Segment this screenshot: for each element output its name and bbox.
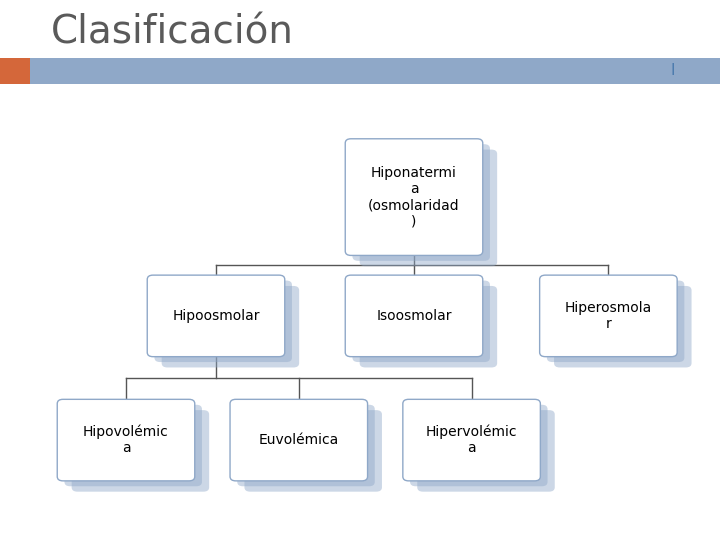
FancyBboxPatch shape [547,281,684,362]
FancyBboxPatch shape [154,281,292,362]
FancyBboxPatch shape [352,281,490,362]
Bar [0,58,720,84]
FancyBboxPatch shape [230,399,367,481]
FancyBboxPatch shape [554,286,691,368]
FancyBboxPatch shape [57,399,194,481]
Text: Hipervolémic
a: Hipervolémic a [426,425,518,455]
FancyBboxPatch shape [418,410,554,491]
Text: Euvolémica: Euvolémica [258,433,339,447]
FancyBboxPatch shape [360,286,497,368]
FancyBboxPatch shape [410,405,547,486]
Text: Isoosmolar: Isoosmolar [377,309,451,323]
Text: Hiponatermi
a
(osmolaridad
): Hiponatermi a (osmolaridad ) [368,166,460,228]
Text: Clasificación: Clasificación [50,14,293,51]
FancyBboxPatch shape [238,405,374,486]
FancyBboxPatch shape [403,399,540,481]
FancyBboxPatch shape [161,286,300,368]
FancyBboxPatch shape [72,410,209,491]
FancyBboxPatch shape [540,275,677,357]
FancyBboxPatch shape [147,275,285,357]
FancyBboxPatch shape [352,144,490,261]
FancyBboxPatch shape [245,410,382,491]
Text: Hiperosmola
r: Hiperosmola r [564,301,652,331]
FancyBboxPatch shape [65,405,202,486]
Text: I: I [671,63,675,78]
Bar [0,58,30,84]
Text: Hipoosmolar: Hipoosmolar [172,309,260,323]
FancyBboxPatch shape [345,139,482,255]
Text: Hipovolémic
a: Hipovolémic a [83,425,169,455]
FancyBboxPatch shape [360,150,497,266]
FancyBboxPatch shape [345,275,482,357]
